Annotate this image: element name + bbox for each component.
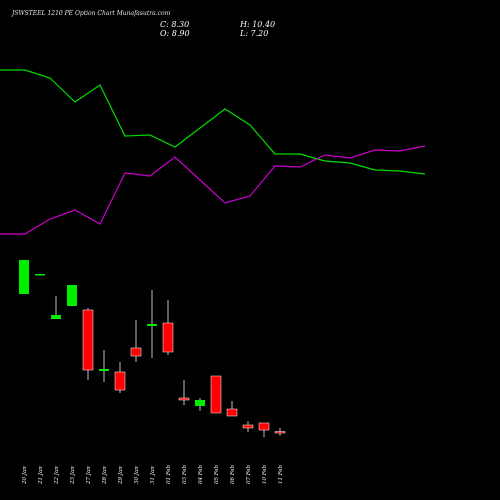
x-tick-label: 27 Jan (86, 466, 92, 485)
candle-body (210, 375, 222, 414)
x-tick-label: 28 Jan (102, 466, 108, 485)
close-label: C: 8.30 (160, 20, 189, 29)
x-tick-label: 23 Jan (70, 466, 76, 485)
x-tick-label: 20 Jan (22, 466, 28, 485)
indicator-line (0, 69, 426, 175)
candle-body (35, 274, 45, 276)
candle-body (130, 347, 142, 357)
candle-body (195, 400, 205, 406)
chart-title: JSWSTEEL 1210 PE Option Chart Munafasutr… (10, 10, 171, 17)
candle-body (162, 322, 174, 353)
x-tick-label: 06 Feb (230, 464, 236, 484)
candle-body (51, 315, 61, 319)
candle-body (114, 371, 126, 391)
high-label: H: 10.40 (239, 20, 275, 29)
x-tick-label: 21 Jan (38, 466, 44, 485)
low-label: L: 7.20 (239, 29, 268, 38)
candle-body (19, 260, 29, 294)
open-label: O: 8.90 (160, 29, 190, 38)
x-tick-label: 22 Jan (54, 466, 60, 485)
candle-body (226, 408, 238, 417)
x-tick-label: 05 Feb (214, 464, 220, 484)
candle-body (82, 309, 94, 371)
candle-body (178, 397, 190, 401)
candle-body (147, 324, 157, 326)
x-tick-label: 03 Feb (182, 464, 188, 484)
candle-body (67, 285, 77, 306)
candle-body (242, 424, 254, 429)
indicator-line (0, 145, 426, 235)
x-tick-label: 11 Feb (278, 464, 284, 484)
x-tick-label: 29 Jan (118, 466, 124, 485)
x-tick-label: 07 Feb (246, 464, 252, 484)
x-tick-label: 04 Feb (198, 464, 204, 484)
candle-body (274, 431, 286, 434)
candle-body (99, 369, 109, 371)
x-tick-label: 10 Feb (262, 464, 268, 484)
x-tick-label: 01 Feb (166, 464, 172, 484)
x-tick-label: 31 Jan (150, 466, 156, 484)
x-tick-label: 30 Jan (134, 466, 140, 484)
candle-body (258, 422, 270, 431)
